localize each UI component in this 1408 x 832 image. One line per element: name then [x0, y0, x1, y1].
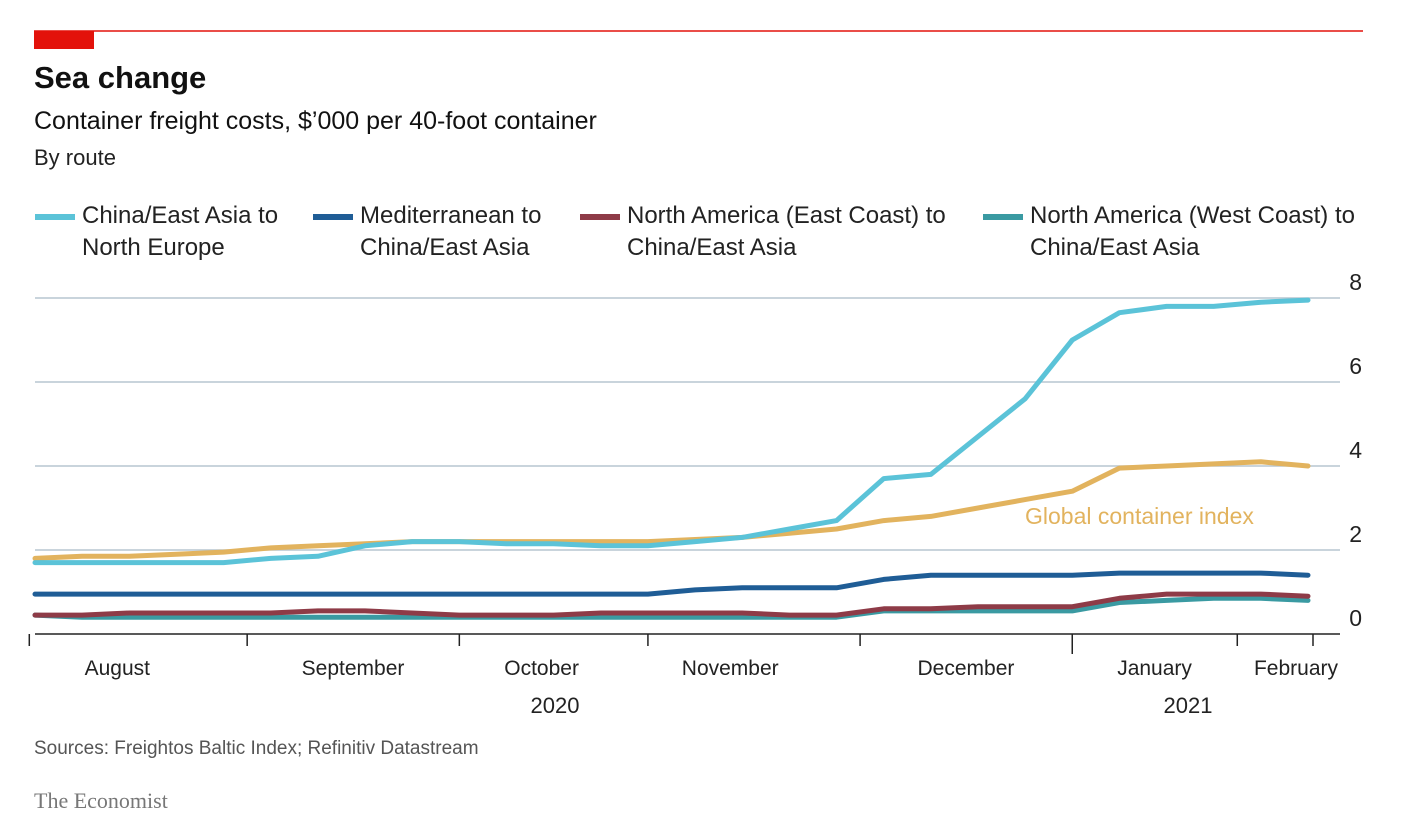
x-tick-label: September	[302, 657, 405, 680]
x-tick-label: November	[682, 657, 779, 680]
legend-swatch	[580, 214, 620, 220]
y-tick-label: 2	[1349, 521, 1362, 547]
source: Sources: Freightos Baltic Index; Refinit…	[34, 738, 479, 759]
annotation: Global container index	[1025, 503, 1254, 529]
series-line	[32, 570, 1311, 597]
brand: The Economist	[34, 788, 168, 813]
legend-label: Mediterranean to China/East Asia	[360, 202, 542, 261]
x-tick-label: February	[1254, 657, 1339, 680]
brand-tag	[34, 31, 94, 49]
y-tick-label: 8	[1349, 269, 1362, 295]
legend-label: North America (West Coast) to China/East…	[1030, 202, 1355, 261]
x-tick-label: January	[1117, 657, 1192, 680]
index-line	[32, 459, 1311, 561]
y-tick-label: 0	[1349, 605, 1362, 631]
x-tick-label: August	[85, 657, 151, 680]
legend-label: China/East Asia to North Europe	[82, 202, 279, 261]
year-label: 2020	[531, 693, 580, 718]
series-line	[32, 591, 1311, 618]
chart-note: By route	[34, 145, 116, 170]
y-tick-label: 6	[1349, 353, 1362, 379]
x-tick-label: October	[504, 657, 579, 680]
legend-swatch	[35, 214, 75, 220]
series-line	[32, 595, 1311, 620]
x-tick-label: December	[918, 657, 1015, 680]
year-label: 2021	[1164, 693, 1213, 718]
chart-title: Sea change	[34, 60, 206, 95]
legend-swatch	[313, 214, 353, 220]
chart-subtitle: Container freight costs, $’000 per 40-fo…	[34, 107, 597, 135]
y-tick-label: 4	[1349, 437, 1362, 463]
series-line	[32, 297, 1311, 566]
legend-label: North America (East Coast) to China/East…	[627, 202, 946, 261]
legend-swatch	[983, 214, 1023, 220]
